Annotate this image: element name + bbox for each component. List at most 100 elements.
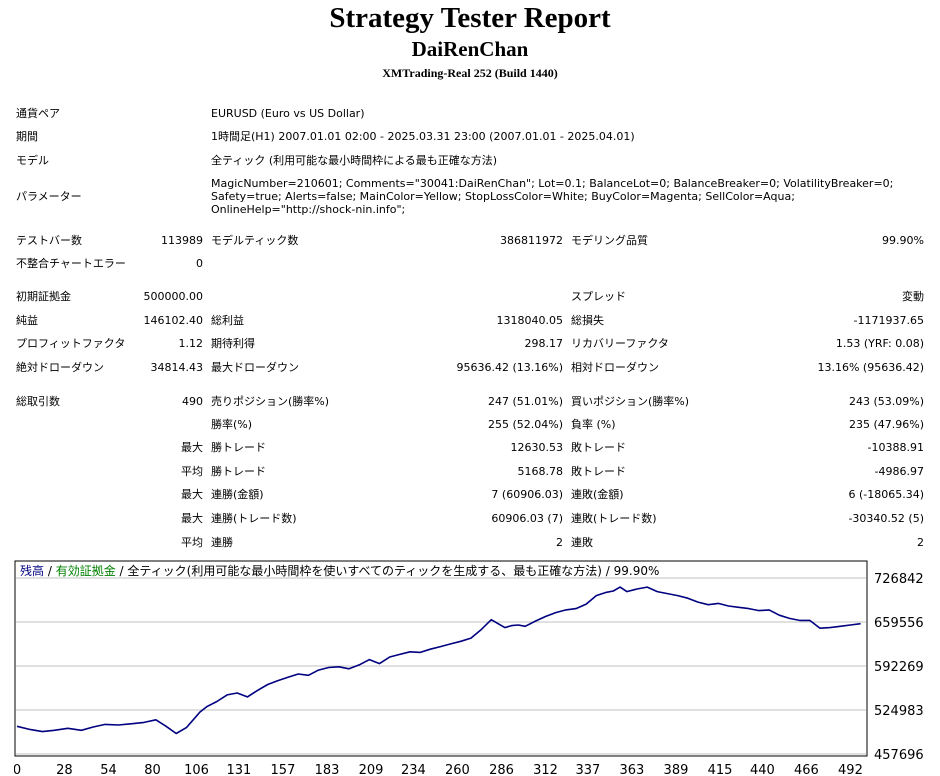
spread-value: 変動: [902, 290, 924, 303]
broker-build: XMTrading-Real 252 (Build 1440): [382, 66, 558, 80]
largest-loss-label: 敗トレード: [571, 441, 626, 454]
model-label: モデル: [16, 154, 49, 167]
x-tick-label: 209: [359, 763, 384, 776]
avg-cons-win-value: 2: [556, 536, 563, 549]
x-tick-label: 312: [533, 763, 558, 776]
x-tick-label: 131: [226, 763, 251, 776]
max-label-1: 最大: [181, 441, 203, 454]
ticks-label: モデルティック数: [211, 234, 299, 247]
max-dd-value: 95636.42 (13.16%): [456, 361, 563, 374]
pair-value: EURUSD (Euro vs US Dollar): [211, 107, 365, 120]
avg-loss-value: -4986.97: [874, 465, 924, 478]
strategy-name: DaiRenChan: [411, 37, 529, 61]
chart-frame: [14, 560, 868, 757]
avg-cons-win-label: 連勝: [211, 536, 233, 549]
report-title: Strategy Tester Report: [329, 2, 611, 34]
x-tick-label: 28: [56, 763, 73, 776]
long-label: 買いポジション(勝率%): [571, 395, 690, 408]
avg-cons-loss-label: 連敗: [571, 536, 593, 549]
cons-wins-amt-value: 7 (60906.03): [491, 488, 563, 501]
expected-label: 期待利得: [211, 337, 255, 350]
params-value: MagicNumber=210601; Comments="30041:DaiR…: [211, 177, 894, 216]
legend-sep-2: /: [116, 564, 128, 578]
pair-label: 通貨ペア: [16, 107, 60, 120]
trades-value: 490: [182, 395, 203, 408]
cons-loss-amt-value: 6 (-18065.34): [848, 488, 924, 501]
recovery-value: 1.53 (YRF: 0.08): [835, 337, 924, 350]
abs-dd-label: 絶対ドローダウン: [16, 361, 104, 374]
long-value: 243 (53.09%): [848, 395, 924, 408]
spread-label: スプレッド: [571, 290, 626, 303]
gross-loss-label: 総損失: [571, 314, 604, 327]
max-dd-label: 最大ドローダウン: [211, 361, 299, 374]
period-label: 期間: [16, 130, 38, 143]
x-tick-label: 286: [489, 763, 514, 776]
legend-equity: 有効証拠金: [56, 563, 116, 578]
period-value: 1時間足(H1) 2007.01.01 02:00 - 2025.03.31 2…: [211, 130, 635, 143]
short-value: 247 (51.01%): [487, 395, 563, 408]
y-tick-label: 457696: [874, 748, 924, 763]
x-tick-label: 234: [401, 763, 426, 776]
winrate-label: 勝率(%): [211, 418, 253, 431]
winrate-value: 255 (52.04%): [487, 418, 563, 431]
x-tick-label: 440: [750, 763, 775, 776]
bars-label: テストバー数: [16, 234, 82, 247]
pf-label: プロフィットファクタ: [16, 337, 126, 350]
avg-label-2: 平均: [181, 536, 203, 549]
x-tick-label: 260: [445, 763, 470, 776]
x-tick-label: 363: [620, 763, 645, 776]
x-tick-label: 389: [664, 763, 689, 776]
y-tick-label: 524983: [874, 704, 924, 719]
max-label-2: 最大: [181, 488, 203, 501]
net-value: 146102.40: [143, 314, 204, 327]
pf-value: 1.12: [178, 337, 204, 350]
short-label: 売りポジション(勝率%): [211, 395, 330, 408]
mismatch-label: 不整合チャートエラー: [16, 257, 126, 270]
x-tick-label: 80: [144, 763, 161, 776]
largest-win-value: 12630.53: [510, 441, 564, 454]
lossrate-value: 235 (47.96%): [848, 418, 924, 431]
rel-dd-label: 相対ドローダウン: [571, 361, 659, 374]
avg-win-label: 勝トレード: [211, 465, 266, 478]
x-tick-label: 183: [315, 763, 340, 776]
avg-win-value: 5168.78: [517, 465, 564, 478]
lossrate-label: 負率 (%): [571, 418, 616, 431]
avg-label-1: 平均: [181, 465, 203, 478]
cons-wins-cnt-label: 連勝(トレード数): [211, 512, 297, 525]
legend-model-quality: 全ティック(利用可能な最小時間枠を使いすべてのティックを生成する、最も正確な方法…: [127, 563, 659, 578]
avg-cons-loss-value: 2: [917, 536, 924, 549]
y-tick-label: 592269: [874, 660, 924, 675]
cons-wins-cnt-value: 60906.03 (7): [491, 512, 563, 525]
net-label: 純益: [16, 314, 38, 327]
trades-label: 総取引数: [16, 395, 60, 408]
mismatch-value: 0: [196, 257, 203, 270]
x-tick-label: 106: [184, 763, 209, 776]
params-label: パラメーター: [16, 190, 82, 203]
gross-loss-value: -1171937.65: [853, 314, 924, 327]
bars-value: 113989: [161, 234, 203, 247]
legend-balance: 残高: [20, 563, 44, 578]
cons-loss-cnt-label: 連敗(トレード数): [571, 512, 657, 525]
legend-sep-1: /: [44, 564, 56, 578]
gross-profit-value: 1318040.05: [496, 314, 563, 327]
y-tick-label: 659556: [874, 616, 924, 631]
rel-dd-value: 13.16% (95636.42): [817, 361, 924, 374]
abs-dd-value: 34814.43: [150, 361, 204, 374]
x-tick-label: 492: [838, 763, 863, 776]
x-tick-label: 157: [271, 763, 296, 776]
recovery-label: リカバリーファクタ: [571, 337, 669, 350]
expected-value: 298.17: [524, 337, 564, 350]
x-tick-label: 0: [14, 763, 21, 776]
x-tick-label: 54: [100, 763, 117, 776]
model-value: 全ティック (利用可能な最小時間枠による最も正確な方法): [211, 154, 498, 167]
cons-loss-amt-label: 連敗(金額): [571, 488, 624, 501]
largest-loss-value: -10388.91: [867, 441, 924, 454]
avg-loss-label: 敗トレード: [571, 465, 626, 478]
quality-value: 99.90%: [882, 234, 924, 247]
chart-grid: [16, 577, 866, 755]
deposit-label: 初期証拠金: [16, 290, 71, 303]
gross-profit-label: 総利益: [211, 314, 244, 327]
largest-win-label: 勝トレード: [211, 441, 266, 454]
cons-wins-amt-label: 連勝(金額): [211, 488, 264, 501]
ticks-value: 386811972: [500, 234, 563, 247]
